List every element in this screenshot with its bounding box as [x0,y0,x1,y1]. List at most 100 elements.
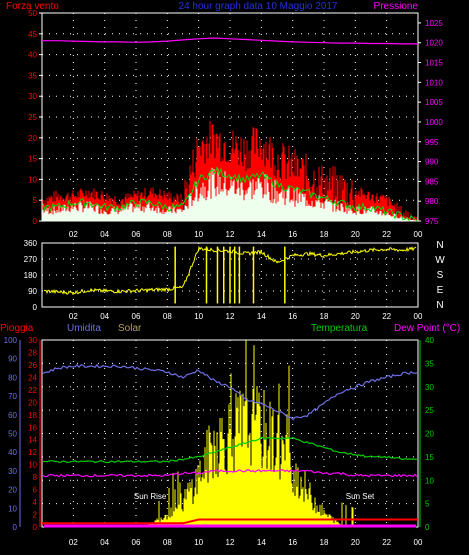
rain-tick-label: 14 [28,436,37,445]
humidity-tick-label: 0 [13,523,18,532]
panel1-x-tick-label: 14 [257,230,266,239]
rain-tick-label: 20 [28,398,37,407]
panel1-x-tick-label: 02 [69,230,78,239]
direction-tick-label: 360 [24,239,38,248]
panel2-x-tick-label: 18 [320,312,329,321]
humidity-line [42,363,418,421]
humidity-tick-label: 50 [8,430,17,439]
panel3-x-tick-label: 10 [194,538,203,547]
rain-tick-label: 24 [28,373,37,382]
panel1-x-tick-label: 20 [351,230,360,239]
pressure-tick-label: 1015 [425,59,443,68]
wind-average-series [42,167,418,221]
panel3-x-tick-label: 12 [226,538,235,547]
panel2-x-tick-label: 10 [194,312,203,321]
legend-item: Temperatura [311,323,368,334]
pressure-tick-label: 985 [425,177,439,186]
compass-label: N [436,240,443,251]
rain-tick-label: 6 [33,486,38,495]
direction-tick-label: 270 [24,255,38,264]
direction-tick-label: 90 [28,287,37,296]
wind-tick-label: 10 [28,175,37,184]
rain-tick-label: 12 [28,448,37,457]
temperature-tick-label: 40 [425,336,434,345]
wind-tick-label: 15 [28,155,37,164]
wind-tick-label: 20 [28,134,37,143]
direction-swings [174,246,286,304]
panel1-x-tick-label: 08 [163,230,172,239]
rain-tick-label: 8 [33,473,38,482]
rain-tick-label: 30 [28,336,37,345]
compass-label: W [435,255,445,266]
panel2-x-tick-label: 00 [414,312,423,321]
panel2-x-tick-label: 12 [226,312,235,321]
panel3-x-tick-label: 22 [382,538,391,547]
rain-tick-label: 28 [28,348,37,357]
panel1-x-tick-label: 06 [132,230,141,239]
legend-item: Umidita [67,323,101,334]
temperature-line [42,436,418,464]
temperature-tick-label: 35 [425,359,434,368]
humidity-tick-label: 70 [8,392,17,401]
pressure-tick-label: 995 [425,138,439,147]
humidity-tick-label: 20 [8,486,17,495]
compass-label: E [437,285,444,296]
wind-tick-label: 45 [28,30,37,39]
temperature-tick-label: 25 [425,406,434,415]
wind-tick-label: 25 [28,113,37,122]
rain-tick-label: 4 [33,498,38,507]
graph-title: 24 hour graph data 10 Maggio 2017 [178,1,337,12]
wind-tick-label: 30 [28,92,37,101]
panel3-x-tick-label: 02 [69,538,78,547]
rain-tick-label: 10 [28,461,37,470]
pressure-tick-label: 990 [425,158,439,167]
temperature-tick-label: 15 [425,453,434,462]
direction-tick-label: 180 [24,271,38,280]
pressure-tick-label: 975 [425,217,439,226]
panel2-x-tick-label: 02 [69,312,78,321]
humidity-tick-label: 30 [8,467,17,476]
panel3-x-tick-label: 20 [351,538,360,547]
pressure-tick-label: 980 [425,197,439,206]
panel1-x-tick-label: 00 [414,230,423,239]
humidity-tick-label: 100 [4,336,18,345]
legend-item: Solar [118,323,142,334]
panel2-x-tick-label: 14 [257,312,266,321]
wind-tick-label: 5 [33,196,38,205]
wind-tick-label: 40 [28,51,37,60]
humidity-tick-label: 10 [8,504,17,513]
humidity-tick-label: 40 [8,448,17,457]
humidity-tick-label: 90 [8,355,17,364]
temperature-tick-label: 30 [425,383,434,392]
wind-tick-label: 35 [28,71,37,80]
panel3-x-tick-label: 06 [132,538,141,547]
dewpoint-line [42,469,418,478]
rain-tick-label: 2 [33,511,38,520]
sunrise-label: Sun Rise [134,492,167,501]
compass-label: S [437,270,444,281]
rain-line [42,518,418,525]
rain-tick-label: 0 [33,523,38,532]
panel1-x-tick-label: 18 [320,230,329,239]
pressure-tick-label: 1000 [425,118,443,127]
humidity-tick-label: 60 [8,411,17,420]
temperature-tick-label: 0 [425,523,430,532]
pressure-line [42,37,418,45]
pressure-tick-label: 1005 [425,98,443,107]
compass-label: N [436,300,443,311]
panel1-x-tick-label: 22 [382,230,391,239]
pressure-title: Pressione [374,1,419,12]
panel2-x-tick-label: 20 [351,312,360,321]
temperature-tick-label: 20 [425,430,434,439]
pressure-tick-label: 1010 [425,78,443,87]
panel1-x-tick-label: 12 [226,230,235,239]
panel1-x-tick-label: 10 [194,230,203,239]
panel2-x-tick-label: 08 [163,312,172,321]
temperature-tick-label: 5 [425,500,430,509]
direction-tick-label: 0 [33,303,38,312]
panel1-x-tick-label: 04 [100,230,109,239]
wind-tick-label: 50 [28,9,37,18]
temperature-tick-label: 10 [425,476,434,485]
panel3-x-tick-label: 04 [100,538,109,547]
